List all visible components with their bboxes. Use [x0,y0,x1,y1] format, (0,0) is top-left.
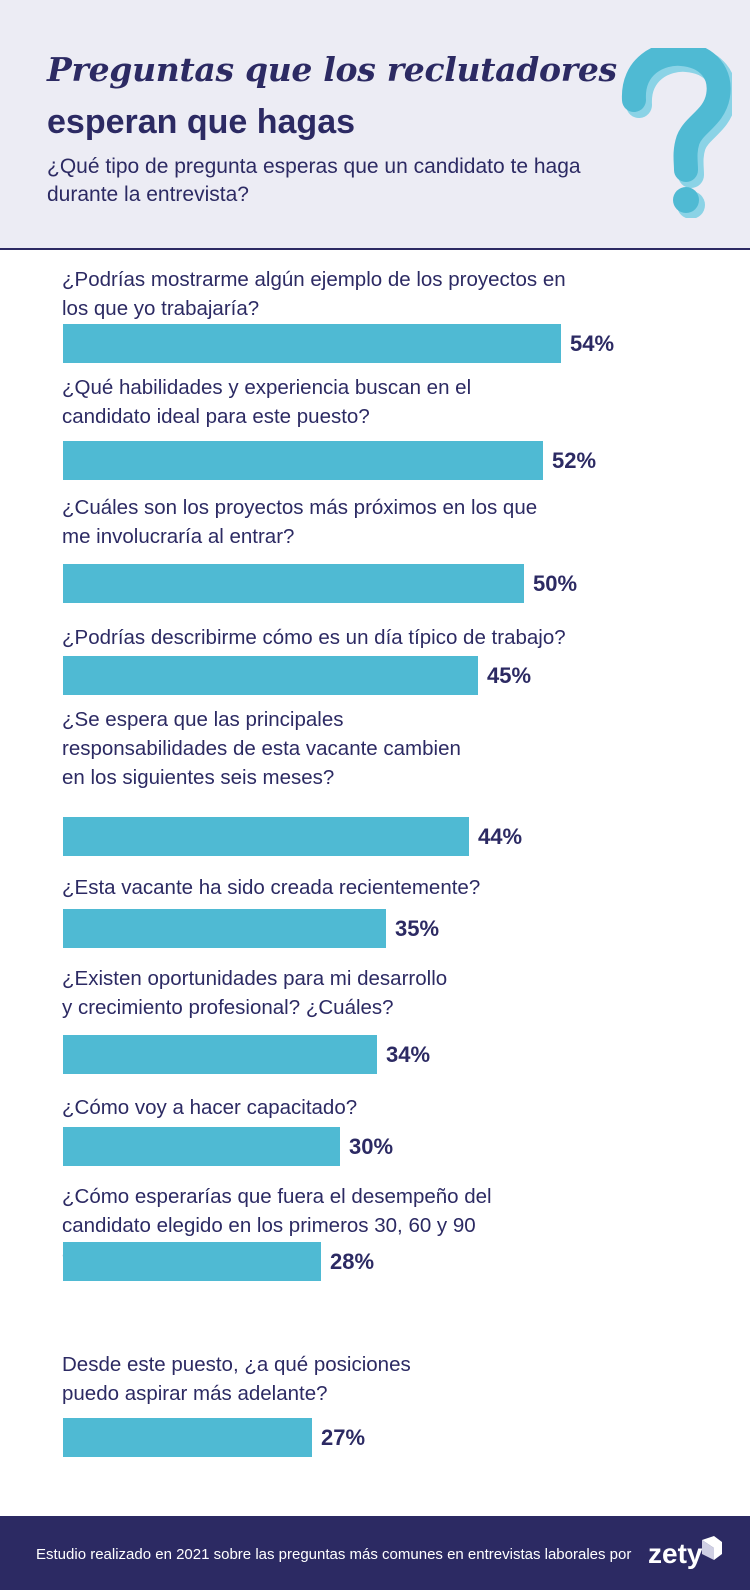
value-label: 44% [478,824,523,849]
bar [63,656,478,695]
header: Preguntas que los reclutadores esperan q… [0,0,750,250]
question-label: ¿Existen oportunidades para mi desarroll… [62,967,448,1019]
question-label: ¿Qué habilidades y experiencia buscan en… [62,376,472,428]
brand-logo-text: zety [648,1538,703,1569]
value-label: 54% [570,331,615,356]
question-label: Desde este puesto, ¿a qué posiciones pue… [62,1353,411,1405]
value-label: 30% [349,1134,394,1159]
bar [63,1418,312,1457]
value-label: 28% [330,1249,375,1274]
bar [63,1127,340,1166]
question-label: ¿Cómo esperarías que fuera el desempeño … [62,1185,492,1266]
bar-chart: ¿Podrías mostrarme algún ejemplo de los … [0,250,750,1516]
value-label: 50% [533,571,578,596]
bar [63,324,561,363]
value-label: 35% [395,916,440,941]
bar [63,564,524,603]
question-label: ¿Podrías describirme cómo es un día típi… [62,626,566,649]
value-label: 45% [487,663,532,688]
page-title: Preguntas que los reclutadores [47,50,617,89]
page-subtitle: ¿Qué tipo de pregunta esperas que un can… [47,155,581,206]
question-label: ¿Podrías mostrarme algún ejemplo de los … [62,268,566,320]
bar [63,441,543,480]
question-label: ¿Esta vacante ha sido creada recientemen… [62,876,481,899]
bar [63,817,469,856]
value-label: 52% [552,448,597,473]
brand-logo-icon [702,1536,722,1560]
question-mark-icon [621,48,732,218]
bar [63,909,386,948]
page-title-second-line: esperan que hagas [47,103,356,141]
question-label: ¿Cuáles son los proyectos más próximos e… [62,496,538,548]
question-label: ¿Cómo voy a hacer capacitado? [62,1096,358,1119]
question-label: ¿Se espera que las principales responsab… [62,708,461,789]
bar [63,1242,321,1281]
footer-source-text: Estudio realizado en 2021 sobre las preg… [36,1546,632,1563]
bar [63,1035,377,1074]
value-label: 27% [321,1425,366,1450]
footer: Estudio realizado en 2021 sobre las preg… [0,1516,750,1590]
value-label: 34% [386,1042,431,1067]
